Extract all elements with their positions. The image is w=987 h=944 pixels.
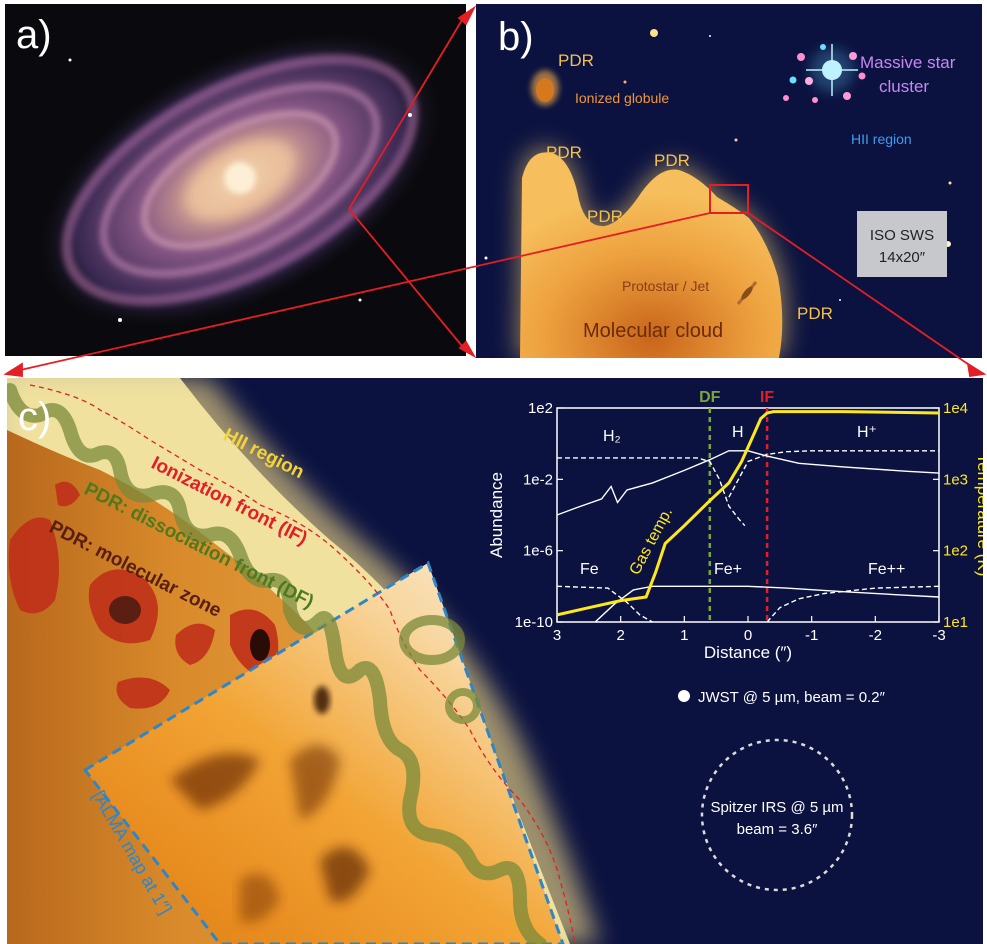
label-fe-plus: Fe+ [714, 561, 742, 578]
x-tick-label: -3 [932, 627, 945, 644]
series-line-gas-temp- [556, 410, 940, 617]
ionized-globule-label: Ionized globule [575, 90, 669, 106]
series-line-h [556, 450, 940, 516]
molecular-cloud-label: Molecular cloud [583, 320, 723, 342]
panel-b: ISO SWS 14x20″ b) PDR Ionized globule Ma… [476, 4, 982, 358]
series-line-fe [556, 585, 653, 623]
series-line-h- [728, 450, 939, 498]
massive-star-cluster-label-1: Massive star [860, 53, 956, 72]
dissociation-front-line [7, 383, 547, 944]
iso-sws-box [857, 211, 947, 277]
x-tick-label: 0 [744, 627, 752, 644]
panel-a: a) [5, 4, 466, 356]
zoom-connector-bc [3, 212, 987, 378]
pdr-label-globule: PDR [558, 51, 594, 70]
spitzer-beam-label-2: beam = 3.6″ [737, 821, 818, 838]
x-tick-label: -1 [805, 627, 818, 644]
pdr-label-right: PDR [797, 304, 833, 323]
abundance-temperature-chart: 3 2 1 0 -1 -2 -3 1e-10 1e-6 1e-2 1e2 1e1 1e2 1e3 1e4 Di… [487, 389, 987, 662]
df-clump-ring-2 [445, 688, 481, 724]
marker-label-df: DF [699, 389, 721, 406]
series-line-h2 [557, 457, 746, 527]
label-h: H [732, 424, 744, 441]
y2-tick-label: 1e2 [943, 543, 968, 560]
label-h-plus: H⁺ [857, 424, 877, 441]
x-axis-label: Distance (″) [704, 643, 792, 662]
x-tick-label: 1 [680, 627, 688, 644]
alma-map-outline [82, 560, 565, 944]
pdr-label-notch: PDR [587, 207, 623, 226]
protostar-jet-icon [736, 281, 758, 305]
label-h2: H₂ [603, 428, 621, 445]
y-axis-label: Abundance [487, 472, 506, 558]
jwst-beam-label: JWST @ 5 µm, beam = 0.2″ [698, 689, 886, 706]
massive-star-cluster-label-2: cluster [879, 77, 929, 96]
y-tick-label: 1e-2 [523, 471, 553, 488]
panel-c: c) HII region Ionization front (IF) PDR:… [7, 378, 987, 944]
pdr-label-left: PDR [546, 143, 582, 162]
zoom-connector-ab [348, 5, 477, 359]
molecular-cloud-shape [517, 70, 786, 358]
marker-label-if: IF [760, 389, 774, 406]
protostar-jet-label: Protostar / Jet [622, 278, 709, 294]
galaxy-image [37, 32, 443, 328]
x-tick-label: 3 [553, 627, 561, 644]
x-tick-label: -2 [869, 627, 882, 644]
spitzer-beam-label-1: Spitzer IRS @ 5 µm [710, 799, 843, 816]
y-tick-label: 1e-10 [515, 614, 553, 631]
y-tick-label: 1e-6 [523, 543, 553, 560]
label-fe: Fe [580, 561, 599, 578]
y-tick-label: 1e2 [528, 400, 553, 417]
df-clump-ring-1 [399, 615, 465, 665]
hii-region-label-b: HII region [851, 131, 912, 147]
panel-a-label: a) [16, 13, 52, 57]
y2-tick-label: 1e1 [943, 614, 968, 631]
y2-tick-label: 1e4 [943, 400, 968, 417]
iso-sws-label-1: ISO SWS [870, 227, 934, 244]
x-tick-label: 2 [616, 627, 624, 644]
jwst-beam-marker [678, 690, 690, 702]
spitzer-beam-circle [700, 738, 854, 892]
label-fe-plus-plus: Fe++ [868, 561, 905, 578]
ionization-front-line [29, 384, 576, 944]
pdr-label-top: PDR [654, 151, 690, 170]
series-line-fe- [594, 585, 940, 623]
iso-sws-label-2: 14x20″ [879, 249, 926, 266]
y2-axis-label: Temperature (K) [974, 454, 987, 577]
panel-c-label: c) [18, 395, 51, 439]
panel-b-label: b) [498, 15, 534, 59]
y2-tick-label: 1e3 [943, 471, 968, 488]
zoom-box [709, 184, 749, 214]
series-line-fe- [766, 585, 940, 623]
massive-star-cluster-icon [783, 44, 866, 103]
